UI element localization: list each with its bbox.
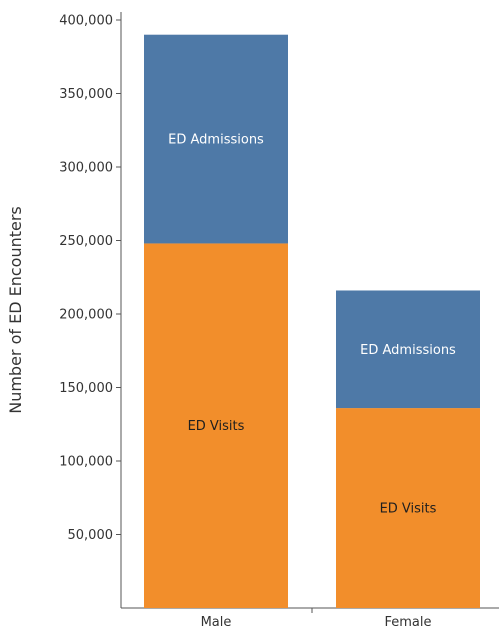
y-tick-label: 300,000 bbox=[59, 161, 113, 176]
axes: 50,000 100,000 150,000 200,000 250,000 300,00… bbox=[59, 12, 499, 630]
x-category-label: Male bbox=[201, 615, 232, 630]
x-category-label: Female bbox=[384, 615, 431, 630]
y-axis-title-group: Number of ED Encounters bbox=[6, 206, 25, 414]
bar-segment-label: ED Visits bbox=[380, 502, 437, 517]
y-axis-title: Number of ED Encounters bbox=[6, 206, 25, 414]
y-tick-label: 250,000 bbox=[59, 234, 113, 249]
y-tick-label: 350,000 bbox=[59, 87, 113, 102]
y-tick-label: 50,000 bbox=[68, 528, 114, 543]
y-tick-label: 400,000 bbox=[59, 14, 113, 29]
bar-segment-label: ED Visits bbox=[188, 419, 245, 434]
bar-segment-label: ED Admissions bbox=[168, 133, 264, 148]
bar-segment bbox=[144, 34, 288, 244]
y-tick-label: 100,000 bbox=[59, 455, 113, 470]
labels: ED Visits ED Admissions ED Visits ED Admiss… bbox=[168, 133, 456, 517]
bar-segment bbox=[144, 243, 288, 608]
bar-segment bbox=[336, 290, 480, 409]
bars bbox=[144, 34, 480, 608]
y-tick-label: 150,000 bbox=[59, 381, 113, 396]
bar-segment-label: ED Admissions bbox=[360, 343, 456, 358]
bar-segment bbox=[336, 408, 480, 608]
y-tick-label: 200,000 bbox=[59, 308, 113, 323]
